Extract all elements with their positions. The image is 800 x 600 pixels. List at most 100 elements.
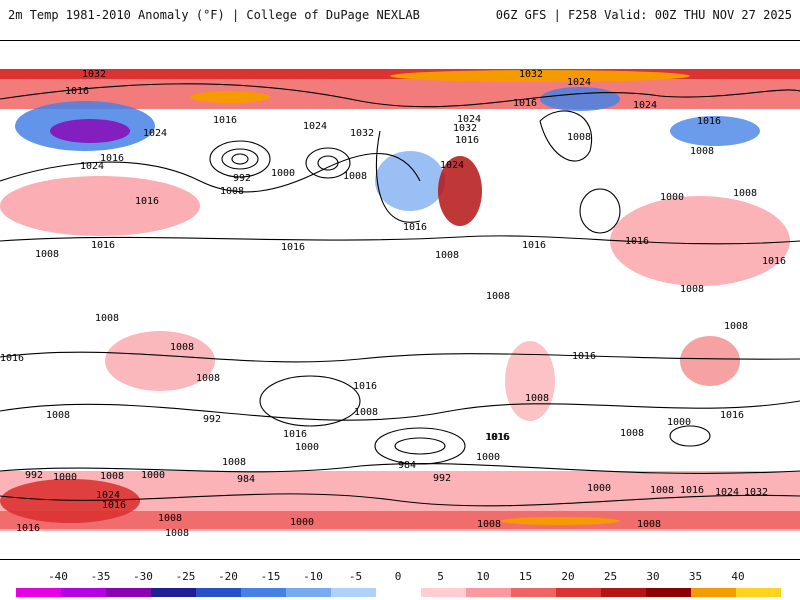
isobar-label: 1008 <box>95 313 119 324</box>
isobar-label: 1016 <box>720 410 744 421</box>
isobar-lines <box>0 83 800 507</box>
isobar-label: 1000 <box>53 472 77 483</box>
isobar-label: 1032 <box>744 487 768 498</box>
isobar-label: 1008 <box>220 186 244 197</box>
us-warm-core <box>438 156 482 226</box>
map-panel: 1032 1016 1024 1016 1024 1016 1024 1032 … <box>0 40 800 560</box>
isobar-line <box>539 110 593 162</box>
colorbar-strip <box>16 588 781 597</box>
isobar-label: 1024 <box>143 128 167 139</box>
isobar-label: 1024 <box>567 77 591 88</box>
isobar-label: 1024 <box>96 490 120 501</box>
isobar-label: 1008 <box>690 146 714 157</box>
colorbar-swatch <box>601 588 646 597</box>
isobar-label: 1016 <box>522 240 546 251</box>
australia-warm-area <box>105 331 215 391</box>
colorbar-swatch <box>286 588 331 597</box>
isobar-line <box>0 463 800 474</box>
isobar-label: 1024 <box>715 487 739 498</box>
antarctic-hot-spot <box>0 479 140 523</box>
isobar-line <box>305 147 351 179</box>
isobar-label: 992 <box>233 173 251 184</box>
colorbar-tick-label: -40 <box>48 570 68 583</box>
colorbar-swatch <box>646 588 691 597</box>
isobar-label: 1016 <box>455 135 479 146</box>
isobar-label: 1008 <box>165 528 189 539</box>
isobar-label: 1008 <box>733 188 757 199</box>
isobar-label: 1016 <box>0 353 24 364</box>
isobar-label: 992 <box>203 414 221 425</box>
model-run-info: 06Z GFS | F258 Valid: 00Z THU NOV 27 202… <box>495 8 792 22</box>
colorbar-tick-label: 35 <box>688 570 703 583</box>
colorbar-swatch <box>736 588 781 597</box>
isobar-line <box>394 437 446 455</box>
isobar-line <box>0 235 800 245</box>
colorbar-tick-label: 10 <box>476 570 490 583</box>
isobar-line <box>0 493 800 507</box>
isobar-label: 1016 <box>100 153 124 164</box>
isobar-label: 984 <box>398 460 416 471</box>
siberia-very-cold-core <box>50 119 130 143</box>
isobar-label: 1016 <box>486 432 510 443</box>
isobar-line <box>0 152 421 193</box>
isobar-label: 1008 <box>724 321 748 332</box>
isobar-label: 1024 <box>303 121 327 132</box>
isobar-label: 1008 <box>354 407 378 418</box>
colorbar-tick-label: 25 <box>603 570 618 583</box>
isobar-label: 1016 <box>625 236 649 247</box>
isobar-label: 1032 <box>453 123 477 134</box>
isobar-label: 1000 <box>271 168 295 179</box>
isobar-line <box>209 140 271 178</box>
colorbar-tick-label: 5 <box>437 570 444 583</box>
isobar-line <box>374 427 466 465</box>
isobar-label: 992 <box>433 473 451 484</box>
isobar-label: 1000 <box>587 483 611 494</box>
isobar-label: 1008 <box>567 132 591 143</box>
colorbar-swatch <box>691 588 736 597</box>
isobar-line <box>0 351 800 363</box>
isobar-label: 1032 <box>519 69 543 80</box>
isobar-label: 1008 <box>170 342 194 353</box>
isobar-label: 1008 <box>486 291 510 302</box>
isobar-label: 1008 <box>196 373 220 384</box>
isobar-line <box>0 400 800 421</box>
colorbar-swatch <box>196 588 241 597</box>
isobar-label: 1032 <box>82 69 106 80</box>
isobar-label: 1016 <box>485 432 509 443</box>
isobar-label: 1000 <box>295 442 319 453</box>
isobar-label: 1032 <box>350 128 374 139</box>
colorbar-tick-label: 15 <box>518 570 533 583</box>
south-africa-warm-area <box>680 336 740 386</box>
colorbar-swatch <box>241 588 286 597</box>
colorbar-tick-label: -35 <box>90 570 111 583</box>
isobar-label: 1016 <box>762 256 786 267</box>
isobar-label: 1016 <box>680 485 704 496</box>
isobar-line <box>669 425 711 447</box>
isobar-label: 1008 <box>158 513 182 524</box>
colorbar-swatch <box>61 588 106 597</box>
isobar-label: 984 <box>237 474 255 485</box>
isobar-label: 1016 <box>16 523 40 534</box>
isobar-label: 1000 <box>290 517 314 528</box>
scandinavia-cold-area <box>670 116 760 146</box>
isobar-label: 1024 <box>80 161 104 172</box>
isobar-label: 1016 <box>65 86 89 97</box>
isobar-label: 1000 <box>141 470 165 481</box>
north-america-cold-area <box>375 151 445 211</box>
isobar-label: 1016 <box>281 242 305 253</box>
asia-warm-area <box>0 176 200 236</box>
africa-europe-warm-area <box>610 196 790 286</box>
colorbar-swatch <box>556 588 601 597</box>
isobar-label: 1016 <box>572 351 596 362</box>
arctic-hot-spot <box>390 70 690 82</box>
isobar-label: 1008 <box>222 457 246 468</box>
isobar-label: 992 <box>25 470 43 481</box>
isobar-label: 1016 <box>403 222 427 233</box>
map-title: 2m Temp 1981-2010 Anomaly (°F) | College… <box>8 8 420 22</box>
colorbar-tick-label: -15 <box>260 570 281 583</box>
isobar-line <box>221 148 259 170</box>
colorbar-tick-label: 30 <box>646 570 660 583</box>
isobar-label: 1008 <box>46 410 70 421</box>
colorbar-tick-label: -10 <box>303 570 323 583</box>
colorbar-swatch <box>106 588 151 597</box>
